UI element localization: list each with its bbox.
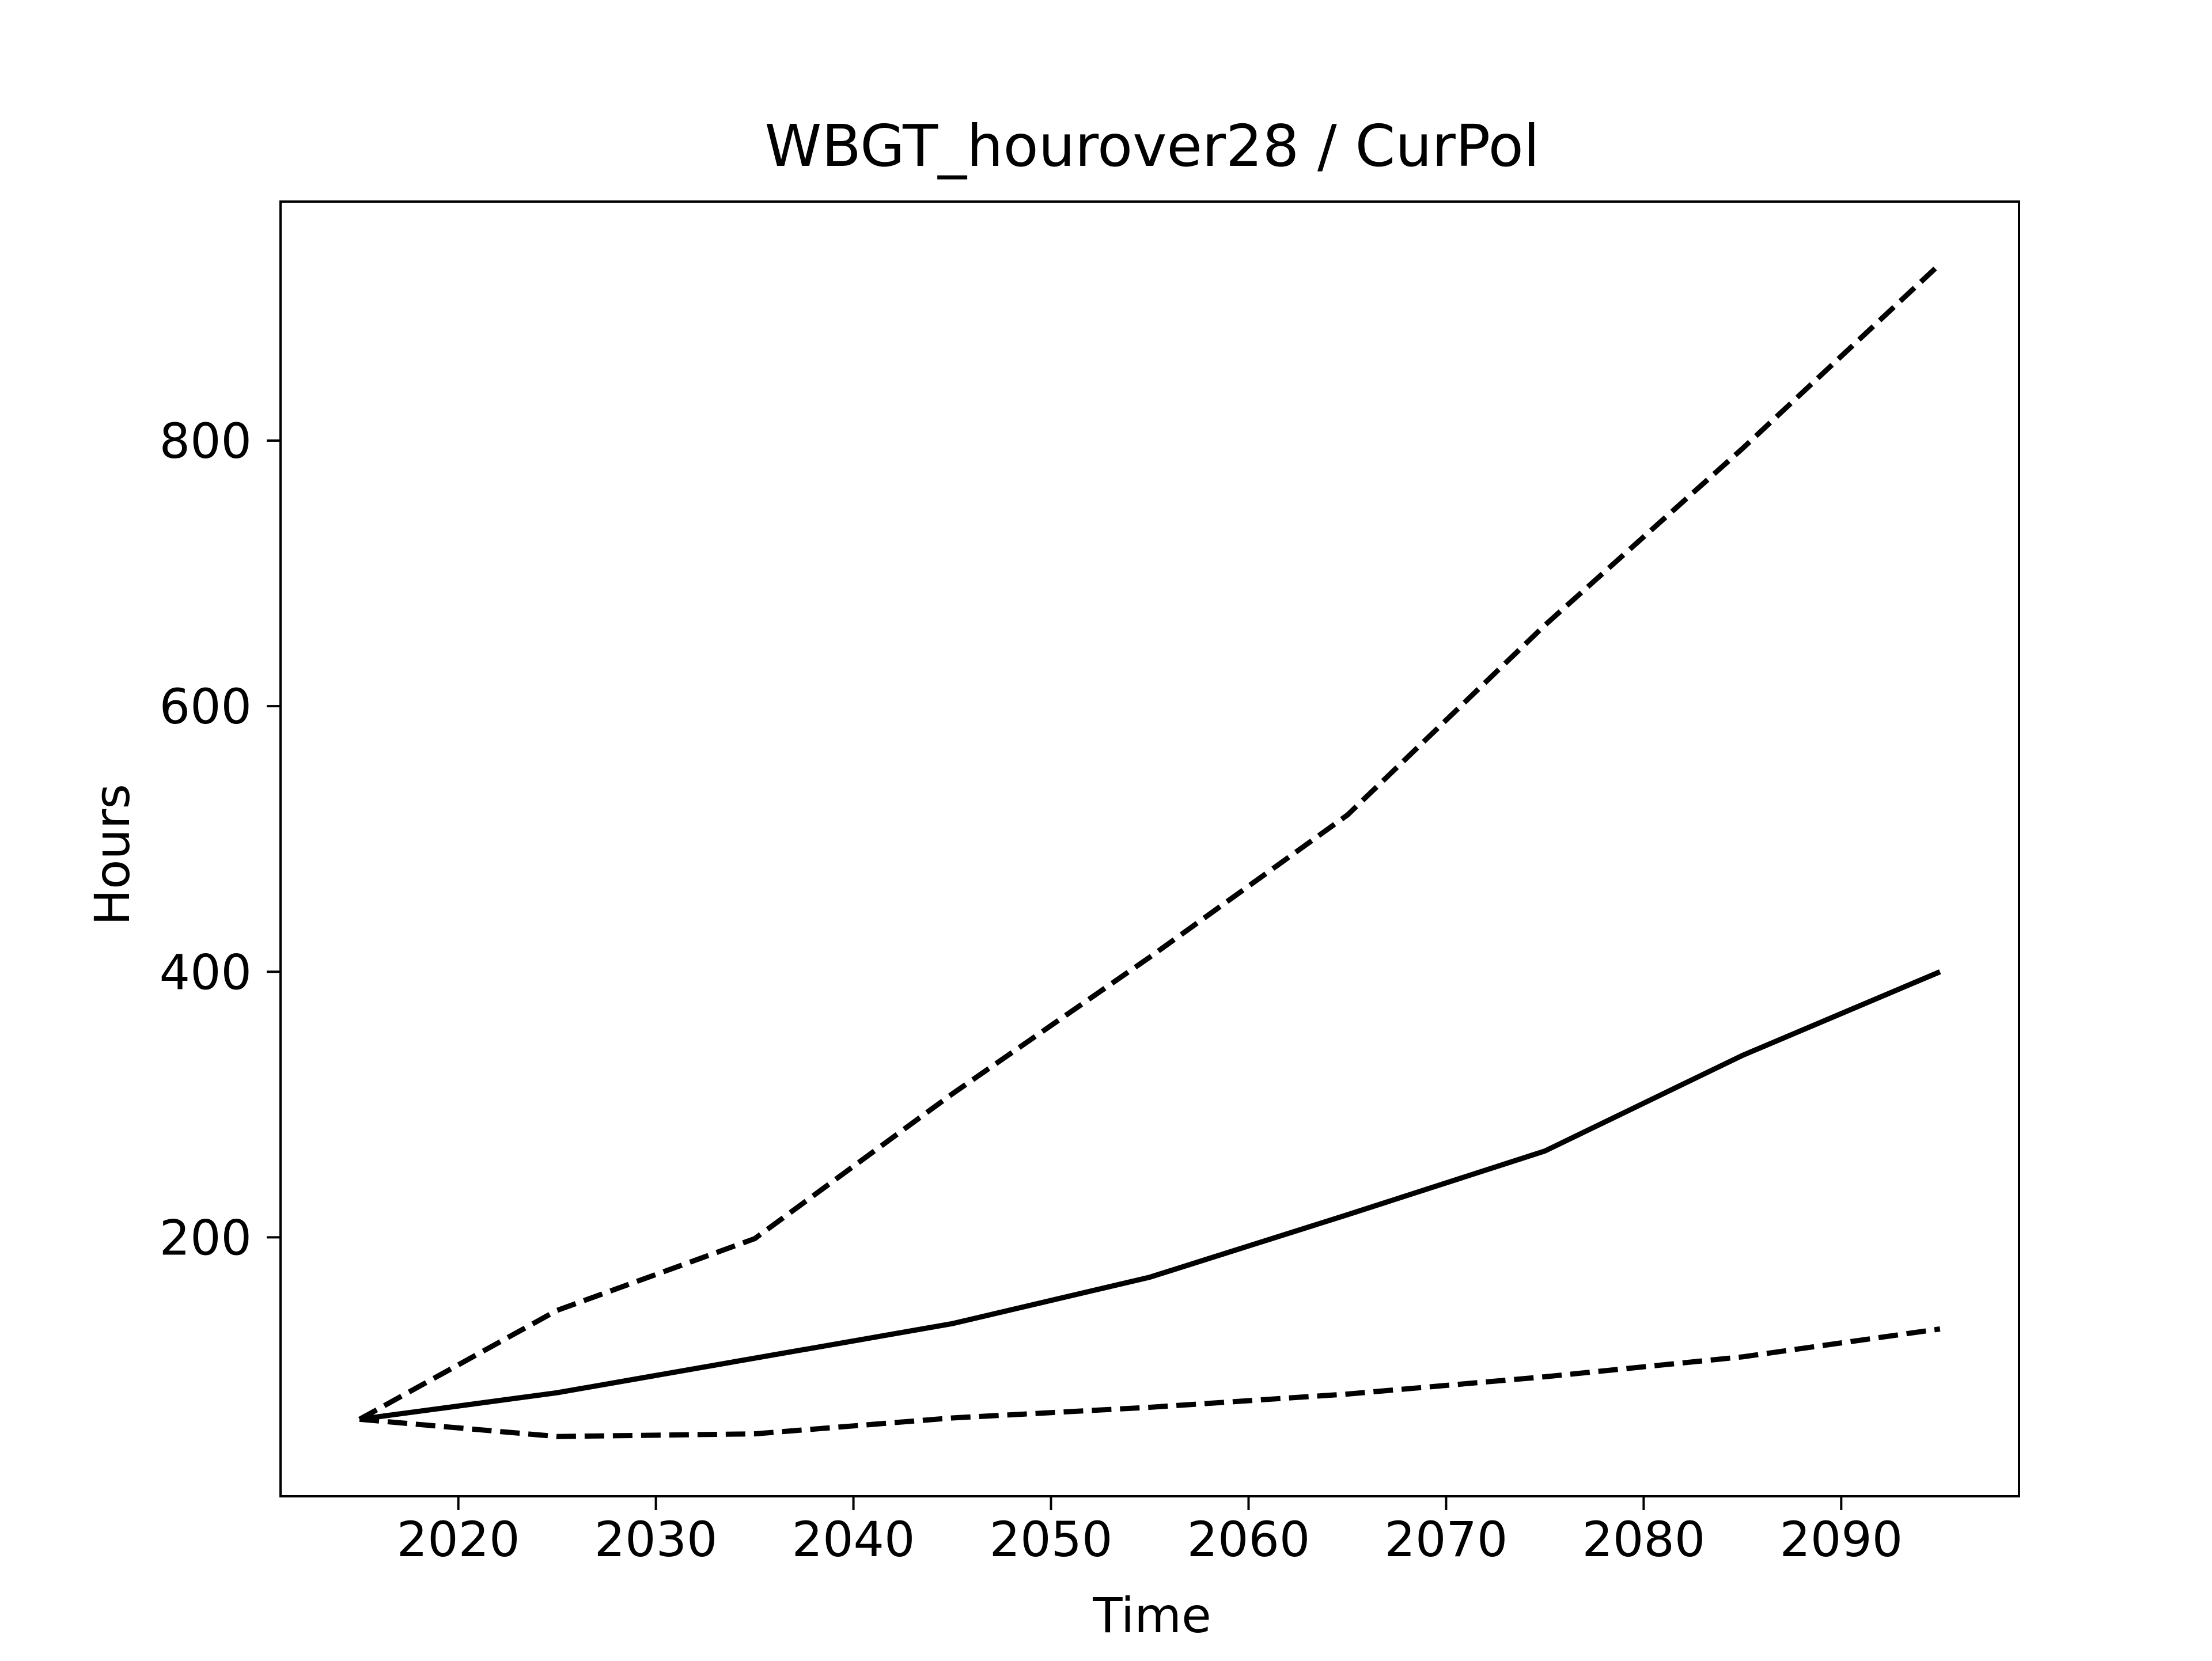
series-line-2 [358,262,1942,1422]
x-tick-label: 2040 [792,1511,915,1568]
plot-area: 2020 2030 2040 2050 2060 2070 2080 2090 200 400 60… [160,200,2020,1568]
x-tick-label: 2080 [1582,1511,1705,1568]
x-tick-label: 2030 [594,1511,718,1568]
x-tick-label: 2020 [397,1511,520,1568]
series-line-1 [359,969,1941,1422]
x-tick-label: 2060 [1187,1511,1310,1568]
chart-title: WBGT_hourover28 / CurPol [764,112,1539,180]
y-tick-label: 800 [160,413,252,469]
y-tick-label: 600 [160,678,252,735]
y-tick-label: 200 [160,1209,252,1266]
y-tick-label: 400 [160,944,252,1000]
series-line-3 [359,1326,1941,1439]
y-axis-label: Hours [84,784,141,926]
x-axis-label: Time [1092,1587,1211,1644]
x-tick-label: 2090 [1779,1511,1903,1568]
x-tick-label: 2070 [1385,1511,1508,1568]
plot-frame [279,200,2020,1497]
x-tick-label: 2050 [990,1511,1113,1568]
